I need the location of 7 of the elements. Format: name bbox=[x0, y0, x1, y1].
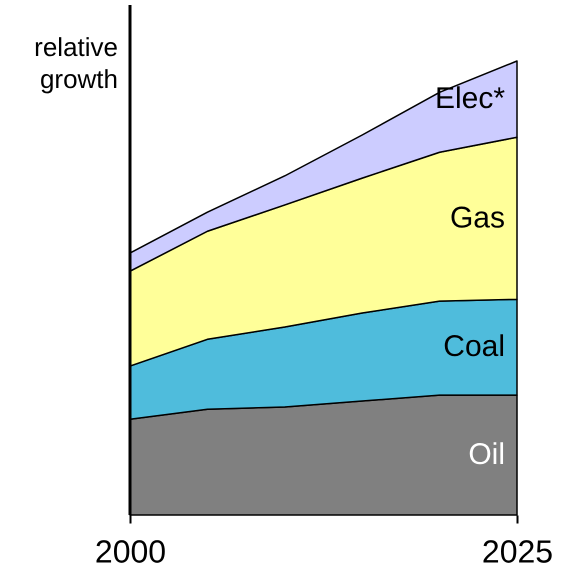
series-label: Elec* bbox=[434, 82, 506, 116]
series-label: Oil bbox=[468, 438, 505, 472]
series-label: Gas bbox=[450, 201, 505, 234]
y-axis-title: relative growth bbox=[34, 32, 118, 94]
series-label: Coal bbox=[443, 330, 505, 364]
x-tick-label: 2000 bbox=[94, 534, 166, 570]
x-tick-label: 2025 bbox=[482, 534, 554, 570]
